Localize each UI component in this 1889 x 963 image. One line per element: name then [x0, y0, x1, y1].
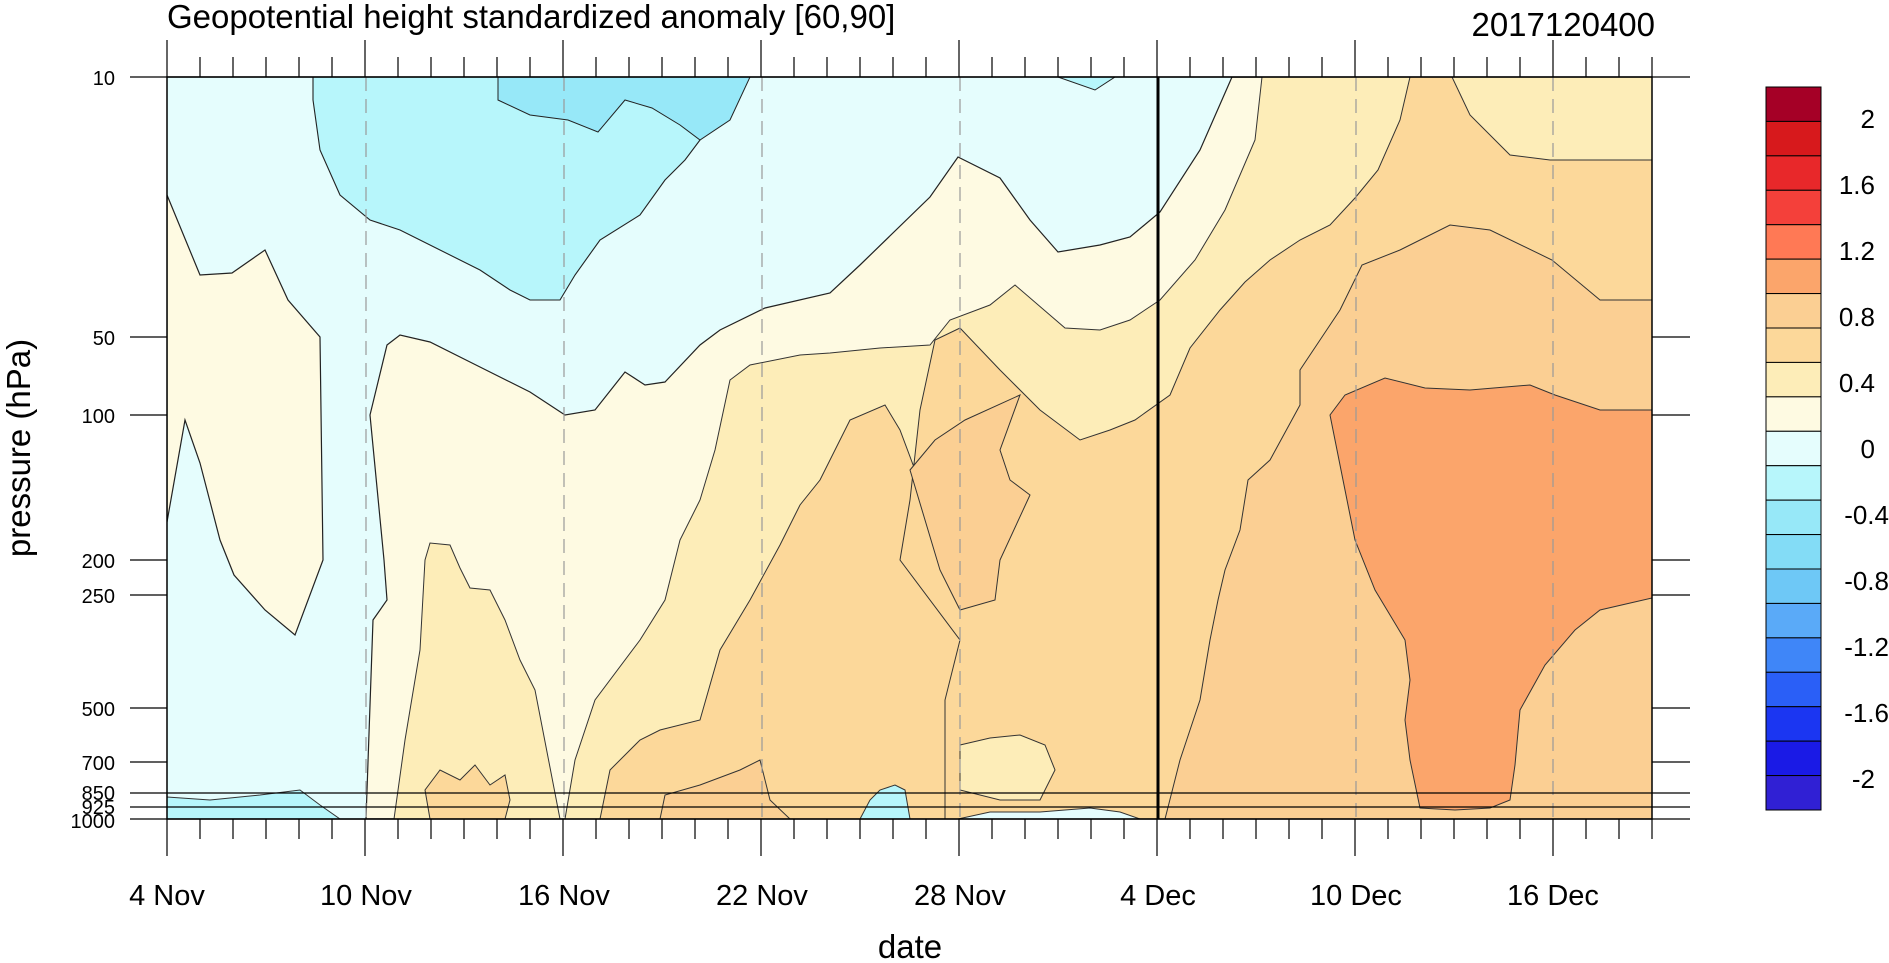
colorbar-label: -2 [1852, 764, 1875, 794]
colorbar-swatch [1765, 740, 1822, 777]
analysis-date-label: 2017120400 [1471, 6, 1655, 43]
colorbar-label: -1.2 [1844, 632, 1889, 662]
y-axis-label: pressure (hPa) [0, 339, 37, 557]
vertical-gridlines [365, 77, 1554, 819]
colorbar-label: 0 [1861, 434, 1875, 464]
neg-dot [1057, 77, 1116, 91]
y-tick-label: 250 [82, 586, 115, 608]
colorbar-swatch [1765, 224, 1822, 260]
colorbar-swatch [1765, 499, 1822, 536]
x-tick-label: 4 Dec [1120, 880, 1196, 912]
colorbar-swatch [1765, 86, 1822, 122]
colorbar-label: 2 [1861, 104, 1875, 134]
colorbar-label: -0.8 [1844, 566, 1889, 596]
colorbar-labels: 2 1.6 1.2 0.8 0.4 0 -0.4 -0.8 -1.2 -1.6 … [1839, 104, 1889, 794]
colorbar-swatch [1765, 465, 1822, 501]
colorbar-swatch [1765, 189, 1822, 226]
neg-surface-zero [957, 807, 1141, 819]
y-tick-label: 1000 [71, 811, 116, 833]
x-tick-label: 22 Nov [716, 880, 808, 912]
colorbar-swatch [1765, 293, 1822, 329]
y-tick-label: 100 [82, 406, 115, 428]
pos-small-a [424, 764, 511, 819]
colorbar-swatch [1765, 637, 1822, 673]
y-tick-label: 700 [82, 753, 115, 775]
y-tick-label: 500 [82, 699, 115, 721]
neg-core [497, 77, 751, 141]
pos-0.8-1.0 [1329, 377, 1652, 811]
colorbar-label: 1.2 [1839, 236, 1875, 266]
colorbar-label: -1.6 [1844, 698, 1889, 728]
plot-area [167, 77, 1652, 819]
y-tick-label: 10 [93, 68, 115, 90]
x-tick-label: 10 Dec [1310, 880, 1402, 912]
colorbar-label: -0.4 [1844, 500, 1889, 530]
colorbar-swatch [1765, 671, 1822, 708]
colorbar-swatch [1765, 120, 1822, 157]
colorbar-swatch [1765, 775, 1822, 811]
colorbar-swatch [1765, 568, 1822, 604]
pos-region-left [167, 194, 324, 637]
y-tick-label: 850 [82, 783, 115, 805]
colorbar-swatch [1765, 430, 1822, 467]
x-tick-label: 16 Dec [1507, 880, 1599, 912]
pos-small-b [959, 734, 1056, 801]
colorbar-swatch [1765, 534, 1822, 570]
x-ticks [166, 40, 1653, 856]
neg-surface-left [167, 789, 341, 819]
colorbar-swatch [1765, 361, 1822, 398]
x-tick-label: 28 Nov [914, 880, 1006, 912]
colorbar-swatch [1765, 706, 1822, 742]
colorbar-label: 1.6 [1839, 170, 1875, 200]
colorbar-label: 0.8 [1839, 302, 1875, 332]
x-tick-label: 10 Nov [320, 880, 412, 912]
pos-0.6-0.8-b [909, 394, 1031, 611]
x-tick-label: 16 Nov [518, 880, 610, 912]
colorbar-swatch [1765, 155, 1822, 191]
colorbar-swatch [1765, 327, 1822, 363]
colorbar-label: 0.4 [1839, 368, 1875, 398]
y-tick-label: 925 [82, 797, 115, 819]
colorbar [1765, 86, 1822, 811]
y-tick-label: 50 [93, 328, 115, 350]
chart-title: Geopotential height standardized anomaly… [167, 0, 895, 35]
x-axis-label: date [878, 928, 942, 963]
x-tick-label: 4 Nov [129, 880, 205, 912]
y-tick-label: 200 [82, 551, 115, 573]
colorbar-swatch [1765, 602, 1822, 639]
pos-0.2-0.4 [393, 542, 561, 819]
colorbar-swatch [1765, 258, 1822, 295]
colorbar-swatch [1765, 396, 1822, 432]
y-ticks [130, 76, 1690, 820]
